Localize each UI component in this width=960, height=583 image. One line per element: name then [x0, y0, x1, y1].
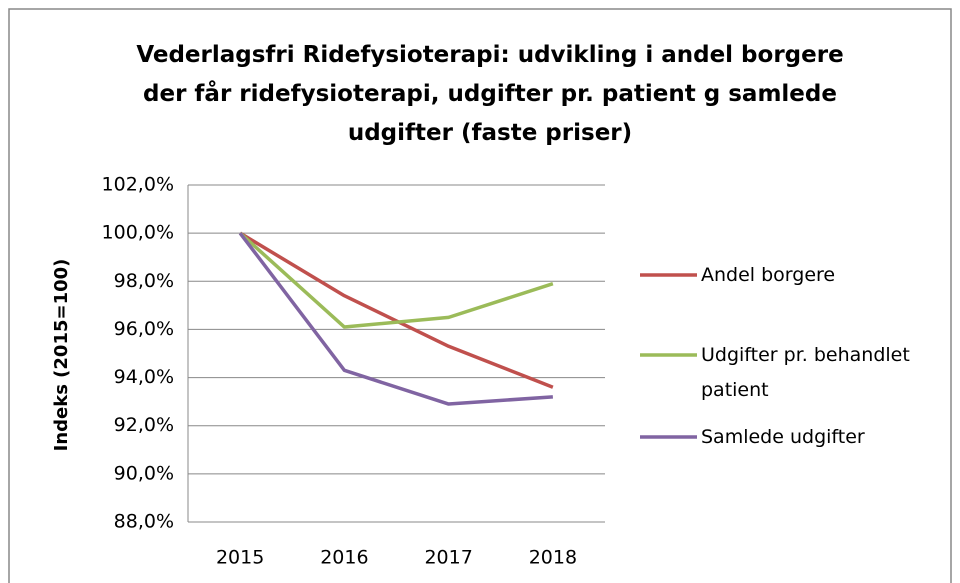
y-tick-label: 88,0%: [114, 511, 174, 533]
y-tick-label: 100,0%: [102, 222, 174, 244]
data-line: [238, 232, 553, 406]
chart-title: Vederlagsfri Ridefysioterapi: udvikling …: [136, 42, 843, 146]
legend-label: Andel borgere: [701, 264, 835, 286]
y-tick-label: 96,0%: [114, 318, 174, 340]
y-tick-label: 92,0%: [114, 414, 174, 436]
data-line: [239, 231, 554, 389]
y-axis-label: Indeks (2015=100): [51, 259, 72, 452]
data-line: [238, 231, 554, 329]
x-tick-label: 2016: [320, 547, 368, 569]
chart-border: [8, 8, 952, 583]
y-tick-label: 102,0%: [102, 174, 174, 196]
x-tick-label: 2018: [529, 547, 577, 569]
legend-label: Udgifter pr. behandlet patient: [701, 344, 910, 401]
y-tick-label: 98,0%: [114, 270, 174, 292]
x-tick-label: 2017: [424, 547, 472, 569]
x-tick-label: 2015: [216, 547, 264, 569]
legend-label: Samlede udgifter: [701, 426, 865, 448]
y-tick-label: 94,0%: [114, 366, 174, 388]
y-tick-label: 90,0%: [114, 462, 174, 484]
